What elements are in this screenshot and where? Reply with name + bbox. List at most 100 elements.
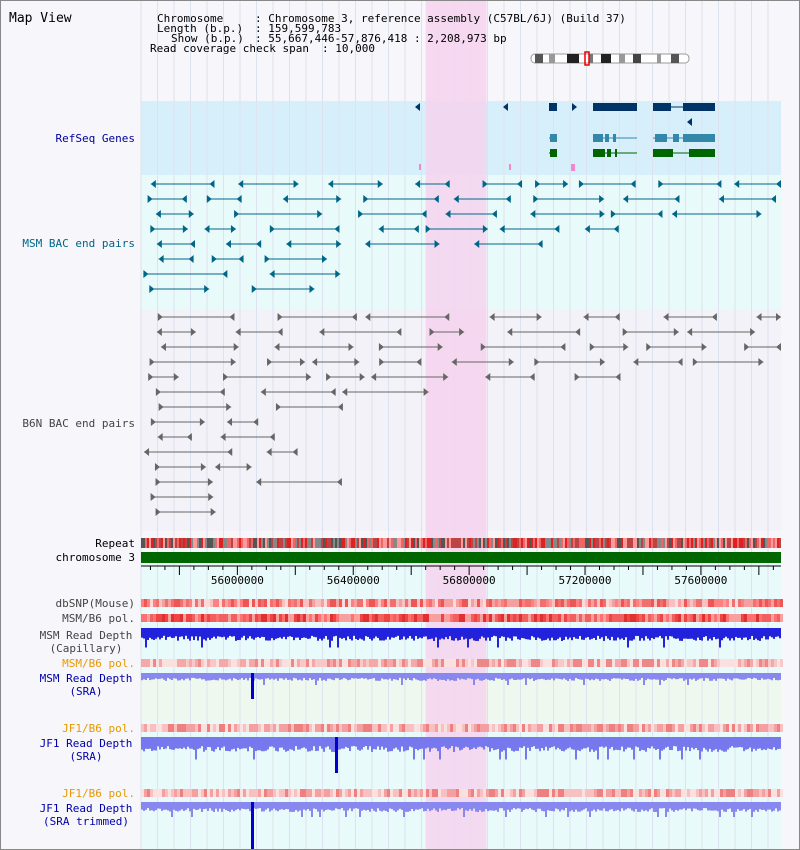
repeat-block [323, 538, 325, 548]
track-label-msm-bac[interactable]: MSM BAC end pairs [22, 237, 135, 250]
depth-bar [477, 802, 479, 812]
bac-end-marker [256, 240, 262, 248]
heat-cell [162, 614, 165, 622]
track-label-jf1-read-depth-sra[interactable]: JF1 Read Depth (SRA) [31, 737, 141, 763]
bac-end-marker [150, 180, 156, 188]
heat-cell [390, 789, 393, 797]
depth-bar [435, 628, 437, 638]
heat-cell [162, 724, 165, 732]
repeat-block [643, 538, 645, 548]
bac-end-marker [489, 313, 495, 321]
info-show-value: : 55,667,446-57,876,418 : 2,208,973 bp [255, 32, 507, 45]
ideogram-band [589, 54, 593, 63]
track-label-refseq-genes[interactable]: RefSeq Genes [55, 132, 135, 145]
depth-bar [529, 737, 531, 751]
depth-bar [639, 628, 641, 641]
heat-cell [747, 789, 750, 797]
heat-cell [225, 599, 228, 607]
depth-bar [557, 802, 559, 810]
heat-cell [600, 599, 603, 607]
depth-bar [725, 673, 727, 681]
depth-bar [283, 673, 285, 680]
heat-cell [201, 724, 204, 732]
track-label-msm-read-depth-capillary[interactable]: MSM Read Depth (Capillary) [31, 629, 141, 655]
heat-cell [675, 724, 678, 732]
heat-cell [591, 614, 594, 622]
track-label-jf1-b6-pol-2[interactable]: JF1/B6 pol. [62, 787, 135, 800]
heat-cell [147, 614, 150, 622]
depth-bar [377, 802, 379, 809]
heat-cell [204, 659, 207, 667]
depth-bar [537, 673, 539, 680]
heat-cell [633, 599, 636, 607]
depth-bar [335, 673, 337, 679]
heat-cell [612, 614, 615, 622]
heat-cell [303, 599, 306, 607]
repeat-block [473, 538, 475, 548]
track-label-b6n-bac[interactable]: B6N BAC end pairs [22, 417, 135, 430]
heat-cell [654, 614, 657, 622]
track-label-msm-b6-pol-2[interactable]: MSM/B6 pol. [62, 657, 135, 670]
repeat-block [705, 538, 707, 548]
track-label-dbsnp[interactable]: dbSNP(Mouse) [55, 597, 135, 610]
heat-cell [459, 724, 462, 732]
depth-bar [671, 737, 673, 751]
heat-cell [495, 789, 498, 797]
depth-bar [525, 673, 527, 685]
heat-cell [159, 724, 162, 732]
depth-bar [727, 673, 729, 679]
heat-cell [543, 789, 546, 797]
heat-cell [453, 789, 456, 797]
heat-cell [456, 724, 459, 732]
depth-bar [399, 628, 401, 640]
depth-bar [195, 737, 197, 760]
repeat-block [317, 538, 319, 548]
heat-cell [759, 599, 762, 607]
track-label-repeat[interactable]: Repeat [95, 537, 135, 550]
depth-bar [593, 737, 595, 752]
bac-end-marker [378, 343, 384, 351]
depth-bar [571, 673, 573, 681]
heat-cell [543, 659, 546, 667]
repeat-block [165, 538, 167, 548]
depth-bar [589, 737, 591, 752]
track-label-msm-b6-pol-1[interactable]: MSM/B6 pol. [62, 612, 135, 625]
heat-cell [636, 599, 639, 607]
depth-bar [737, 737, 739, 748]
track-label-jf1-b6-pol-1[interactable]: JF1/B6 pol. [62, 722, 135, 735]
bac-end-marker [238, 255, 244, 263]
depth-bar [655, 802, 657, 812]
depth-bar [295, 802, 297, 811]
heat-cell [222, 614, 225, 622]
heat-cell [333, 659, 336, 667]
depth-bar [353, 737, 355, 747]
depth-bar [467, 802, 469, 811]
depth-bar [277, 737, 279, 752]
repeat-block [479, 538, 481, 548]
heat-cell [360, 659, 363, 667]
track-label-chromosome[interactable]: chromosome 3 [55, 551, 135, 564]
heat-cell [246, 789, 249, 797]
depth-bar [507, 737, 509, 748]
heat-cell [339, 599, 342, 607]
depth-bar [455, 737, 457, 747]
track-label-line: (SRA) [69, 750, 103, 763]
track-label-msm-read-depth-sra[interactable]: MSM Read Depth (SRA) [31, 672, 141, 698]
track-label-jf1-read-depth-trimmed[interactable]: JF1 Read Depth (SRA trimmed) [31, 802, 141, 828]
depth-bar [213, 628, 215, 637]
repeat-block [295, 538, 297, 548]
bac-end-marker [663, 313, 669, 321]
repeat-block [621, 538, 623, 548]
heat-cell [480, 614, 483, 622]
heat-cell [555, 614, 558, 622]
repeat-block [511, 538, 513, 548]
heat-cell [354, 659, 357, 667]
heat-cell [603, 724, 606, 732]
heat-cell [405, 789, 408, 797]
depth-bar [203, 802, 205, 810]
heat-cell [483, 724, 486, 732]
bac-end-marker [505, 195, 511, 203]
heat-cell [255, 659, 258, 667]
repeat-block [395, 538, 397, 548]
